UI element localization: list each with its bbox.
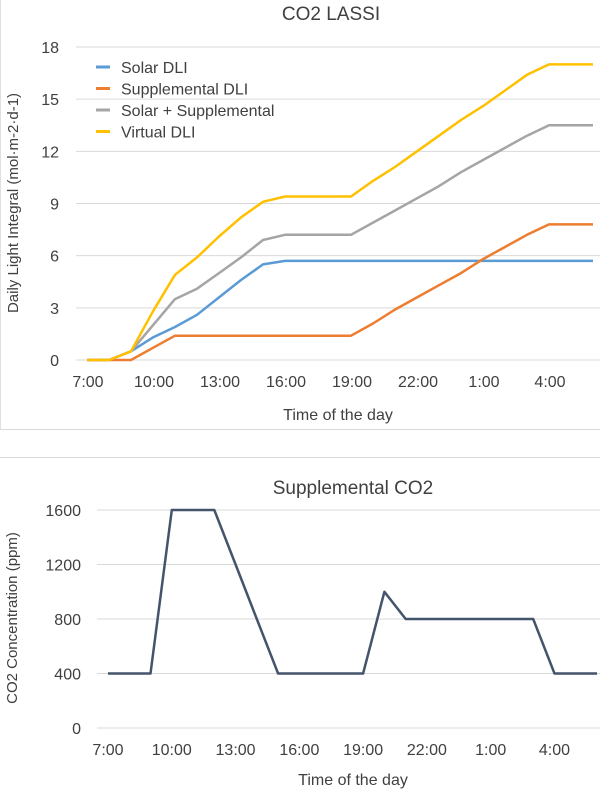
legend-item: Solar DLI <box>96 60 188 77</box>
series-line-virtual-dli <box>87 63 593 362</box>
x-tick-label: 22:00 <box>398 374 438 391</box>
chart-title: Supplemental CO2 <box>273 478 434 499</box>
series-line-supplemental-dli <box>87 223 593 362</box>
x-tick-label: 16:00 <box>279 742 319 759</box>
x-tick-label: 10:00 <box>152 742 192 759</box>
x-tick-label: 10:00 <box>134 374 174 391</box>
x-tick-label: 7:00 <box>92 742 123 759</box>
y-tick-label: 400 <box>54 667 81 684</box>
gridlines <box>76 46 600 361</box>
chart-panel-supplemental-co2: Supplemental CO2 0 400 800 1200 1600 7:00 10:… <box>0 457 600 793</box>
y-tick-label: 0 <box>72 721 81 738</box>
legend-item: Solar + Supplemental <box>96 103 274 120</box>
y-tick-label: 0 <box>50 353 59 370</box>
co2-line-chart: Supplemental CO2 0 400 800 1200 1600 7:00 10:… <box>4 478 600 789</box>
y-tick-label: 3 <box>50 301 59 318</box>
x-tick-label: 4:00 <box>534 374 565 391</box>
series-line-solar-dli <box>87 259 593 362</box>
x-axis-label: Time of the day <box>283 407 393 424</box>
x-tick-label: 13:00 <box>200 374 240 391</box>
chart-title: CO2 LASSI <box>282 4 380 25</box>
y-axis-ticks: 0 400 800 1200 1600 <box>45 503 81 738</box>
y-tick-label: 800 <box>54 612 81 629</box>
x-tick-label: 19:00 <box>332 374 372 391</box>
x-tick-label: 13:00 <box>216 742 256 759</box>
dli-line-chart: CO2 LASSI 0 3 6 9 12 15 18 7:00 10:00 13:00 16:00… <box>5 4 600 424</box>
y-tick-label: 18 <box>41 40 59 57</box>
legend-item: Virtual DLI <box>96 125 195 142</box>
legend-label: Virtual DLI <box>121 125 195 142</box>
series-lines <box>108 508 597 675</box>
y-tick-label: 9 <box>50 197 59 214</box>
legend-label: Supplemental DLI <box>121 82 248 99</box>
x-tick-label: 4:00 <box>539 742 570 759</box>
series-line-supplemental-co2 <box>108 508 597 675</box>
x-tick-label: 16:00 <box>266 374 306 391</box>
legend-item: Supplemental DLI <box>96 82 248 99</box>
y-tick-label: 6 <box>50 249 59 266</box>
y-axis-label: Daily Light Integral (mol·m-2·d-1) <box>5 93 22 313</box>
x-tick-label: 19:00 <box>343 742 383 759</box>
x-axis-ticks: 7:00 10:00 13:00 16:00 19:00 22:00 1:00 4:00 <box>92 742 570 759</box>
y-tick-label: 1200 <box>45 558 81 575</box>
chart-panel-co2-lassi: CO2 LASSI 0 3 6 9 12 15 18 7:00 10:00 13:00 16:00… <box>0 0 600 430</box>
x-tick-label: 22:00 <box>407 742 447 759</box>
legend-label: Solar DLI <box>121 60 188 77</box>
series-line-solar-supplemental <box>87 124 593 362</box>
x-axis-ticks: 7:00 10:00 13:00 16:00 19:00 22:00 1:00 4:00 <box>72 374 565 391</box>
y-tick-label: 1600 <box>45 503 81 520</box>
x-tick-label: 1:00 <box>468 374 499 391</box>
legend-label: Solar + Supplemental <box>121 103 274 120</box>
y-axis-label: CO2 Concentration (ppm) <box>4 532 21 704</box>
x-tick-label: 7:00 <box>72 374 103 391</box>
x-tick-label: 1:00 <box>475 742 506 759</box>
y-axis-ticks: 0 3 6 9 12 15 18 <box>41 40 59 370</box>
y-tick-label: 12 <box>41 144 59 161</box>
y-tick-label: 15 <box>41 92 59 109</box>
legend: Solar DLI Supplemental DLI Solar + Supplem… <box>96 60 274 142</box>
x-axis-label: Time of the day <box>298 772 408 789</box>
series-lines <box>87 63 593 362</box>
